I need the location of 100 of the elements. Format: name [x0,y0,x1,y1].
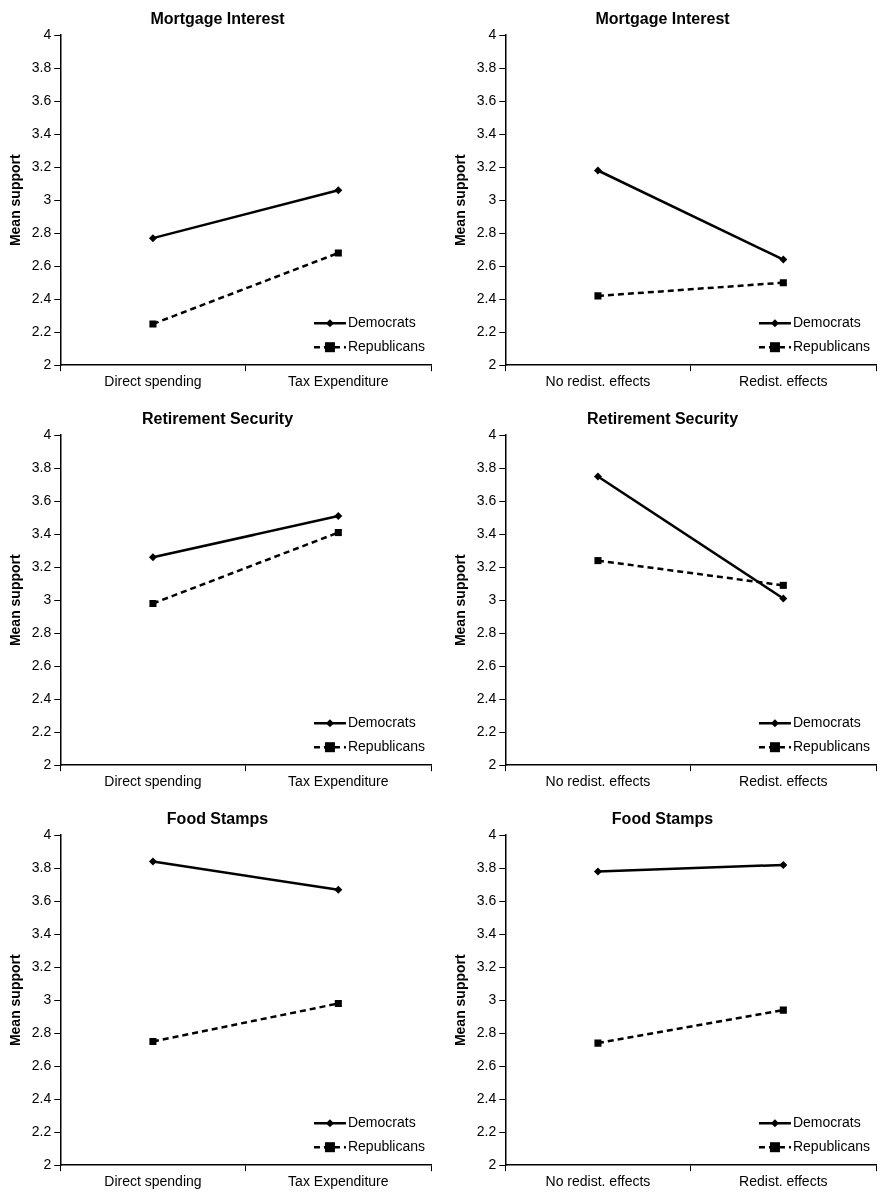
point [148,234,157,243]
y-tick-label: 3.6 [31,92,52,109]
y-tick-label: 2.4 [31,1090,52,1107]
y-tick-label: 3.2 [476,958,497,975]
y-tick-label: 3.4 [31,525,52,542]
chart-title: Mortgage Interest [150,10,286,28]
y-tick-label: 2.8 [476,624,497,641]
x-tick-label: Tax Expenditure [288,1173,389,1190]
point [334,885,343,894]
y-tick-label: 3.6 [476,892,497,909]
y-tick-label: 3.4 [31,925,52,942]
chart-title: Mortgage Interest [595,10,731,28]
legend-label: Democrats [792,1114,861,1131]
y-tick-label: 4 [43,826,52,843]
point [779,279,787,287]
y-tick-label: 3.2 [31,558,52,575]
y-tick-label: 3.4 [476,525,497,542]
x-tick-label: Redist. effects [739,373,828,390]
y-tick-label: 2 [488,356,497,373]
x-tick-label: No redist. effects [545,373,651,390]
point [334,512,343,521]
point [779,594,788,603]
legend-label: Republicans [792,738,871,755]
point [148,857,157,866]
y-tick-label: 2.2 [476,1123,497,1140]
point [593,472,602,481]
y-tick-label: 3 [43,591,52,608]
point [779,581,787,589]
y-tick-label: 2.6 [476,657,497,674]
y-tick-label: 2.2 [31,723,52,740]
legend-label: Republicans [347,338,426,355]
legend-label: Republicans [792,338,871,355]
y-tick-label: 3.4 [31,125,52,142]
chart-title: Retirement Security [141,410,294,428]
y-tick-label: 2.4 [476,690,497,707]
y-axis-title: Mean support [452,153,469,247]
y-tick-label: 3.8 [31,459,52,476]
point [148,553,157,562]
x-tick-label: Tax Expenditure [288,773,389,790]
y-tick-label: 3.6 [476,492,497,509]
y-tick-label: 3 [488,591,497,608]
point [334,999,342,1008]
y-axis-title: Mean support [7,953,24,1047]
point [594,292,602,300]
y-axis-title: Mean support [452,553,469,647]
y-tick-label: 2.6 [31,1057,52,1074]
y-tick-label: 3.4 [476,925,497,942]
point [594,1039,602,1047]
y-tick-label: 3.2 [476,158,497,175]
y-tick-label: 4 [488,26,497,43]
point [593,867,602,876]
y-tick-label: 4 [488,426,497,443]
point [594,557,602,565]
y-tick-label: 2.6 [476,1057,497,1074]
legend-label: Republicans [347,738,426,755]
chart-title: Food Stamps [166,810,269,828]
y-tick-label: 3 [43,991,52,1008]
legend-label: Democrats [792,314,861,331]
legend-label: Democrats [347,314,416,331]
y-tick-label: 2.4 [476,290,497,307]
y-tick-label: 3 [43,191,52,208]
y-tick-label: 2.4 [476,1090,497,1107]
legend-label: Republicans [792,1138,871,1155]
y-tick-label: 2.6 [31,257,52,274]
y-tick-label: 3.2 [31,158,52,175]
y-tick-label: 2.4 [31,290,52,307]
x-tick-label: Direct spending [104,373,202,390]
x-tick-label: Direct spending [104,773,202,790]
chart-title: Retirement Security [586,410,739,428]
point [149,599,157,608]
y-tick-label: 3.8 [476,59,497,76]
point [334,186,343,195]
y-tick-label: 2.2 [31,323,52,340]
point [779,255,788,264]
y-tick-label: 3.2 [31,958,52,975]
y-tick-label: 2 [43,1156,52,1173]
y-tick-label: 3.8 [31,59,52,76]
y-tick-label: 2.6 [31,657,52,674]
y-tick-label: 3.4 [476,125,497,142]
y-axis-title: Mean support [452,953,469,1047]
x-tick-label: No redist. effects [545,1173,651,1190]
y-axis-title: Mean support [7,153,24,247]
y-tick-label: 2.8 [476,1024,497,1041]
y-tick-label: 2.4 [31,690,52,707]
y-tick-label: 3.8 [476,459,497,476]
point [779,1006,787,1014]
point [334,529,342,537]
point [779,860,788,869]
x-tick-label: No redist. effects [545,773,651,790]
y-tick-label: 4 [43,426,52,443]
y-axis-title: Mean support [7,553,24,647]
y-tick-label: 2 [488,1156,497,1173]
y-tick-label: 3.6 [31,892,52,909]
y-tick-label: 4 [488,826,497,843]
point [593,166,602,175]
y-tick-label: 2.2 [476,323,497,340]
point [334,249,342,257]
y-tick-label: 4 [43,26,52,43]
y-tick-label: 2.8 [31,624,52,641]
y-tick-label: 3 [488,191,497,208]
